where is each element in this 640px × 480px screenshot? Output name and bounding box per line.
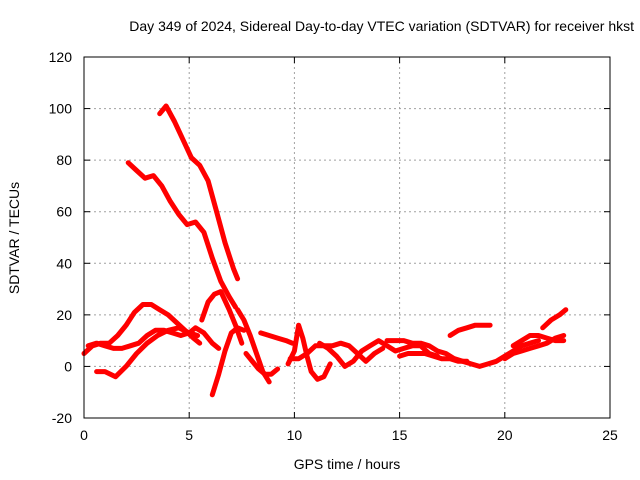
y-tick-label: 100	[49, 101, 73, 117]
y-tick-label: 60	[56, 204, 72, 220]
series-track-12	[287, 340, 386, 364]
series-track-13	[317, 338, 440, 369]
y-tick-label: 40	[56, 255, 72, 271]
x-tick-label: 0	[80, 427, 88, 443]
x-tick-label: 10	[287, 427, 303, 443]
series-track-18	[510, 333, 567, 349]
series-track-16	[447, 322, 493, 338]
y-tick-label: -20	[52, 410, 72, 426]
axis-ticks: 0 5 10 15 20 25 -20 0 20 40 60 80 100 120	[49, 49, 618, 443]
series-track-6	[199, 289, 245, 346]
series-layer	[81, 103, 569, 398]
x-tick-label: 5	[185, 427, 193, 443]
series-track-9	[243, 351, 281, 377]
y-tick-label: 20	[56, 307, 72, 323]
series-track-10	[258, 330, 295, 346]
y-tick-label: 0	[64, 358, 72, 374]
y-tick-label: 80	[56, 152, 72, 168]
x-tick-label: 15	[392, 427, 408, 443]
x-axis-label: GPS time / hours	[293, 456, 401, 472]
x-tick-label: 25	[602, 427, 618, 443]
series-track-7	[209, 325, 247, 398]
series-track-5	[85, 325, 222, 351]
chart-title: Day 349 of 2024, Sidereal Day-to-day VTE…	[129, 18, 634, 34]
series-track-1	[157, 103, 241, 282]
series-track-19	[540, 307, 569, 331]
x-tick-label: 20	[497, 427, 513, 443]
y-tick-label: 120	[49, 49, 73, 65]
plot-frame	[83, 56, 611, 419]
series-track-2	[125, 160, 238, 310]
series-track-15	[397, 351, 470, 364]
